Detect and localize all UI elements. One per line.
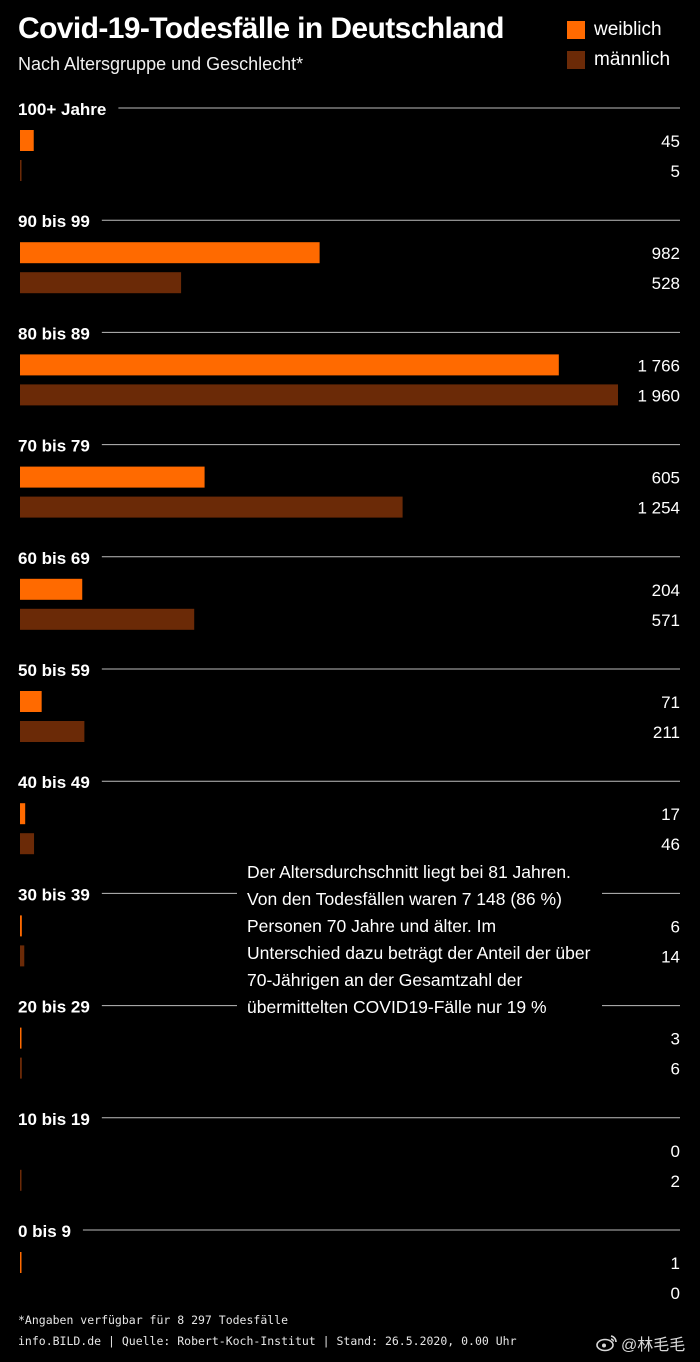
category-label: 0 bis 9 [18, 1222, 71, 1241]
value-label-weiblich: 605 [652, 469, 680, 488]
legend: weiblich männlich [567, 16, 670, 76]
category-label: 10 bis 19 [18, 1110, 90, 1129]
bar-maennlich [20, 945, 25, 967]
value-label-maennlich: 1 960 [637, 386, 680, 405]
legend-swatch-maennlich [567, 51, 585, 69]
value-label-weiblich: 1 766 [637, 356, 680, 375]
bar-weiblich [20, 803, 26, 825]
annotation-note: Der Altersdurchschnitt liegt bei 81 Jahr… [237, 857, 602, 1025]
value-label-weiblich: 3 [671, 1030, 680, 1049]
bar-weiblich [20, 915, 22, 937]
bar-maennlich [20, 496, 403, 518]
bar-maennlich [20, 1057, 22, 1079]
bar-weiblich [20, 466, 205, 488]
category-label: 90 bis 99 [18, 212, 90, 231]
bar-maennlich [20, 608, 195, 630]
bar-weiblich [20, 130, 34, 151]
legend-item-maennlich: männlich [567, 46, 670, 74]
legend-label-weiblich: weiblich [594, 19, 662, 40]
value-label-weiblich: 17 [661, 805, 680, 824]
value-label-maennlich: 528 [652, 274, 680, 293]
legend-item-weiblich: weiblich [567, 16, 670, 44]
bar-weiblich [20, 354, 559, 376]
category-label: 40 bis 49 [18, 773, 90, 792]
bar-maennlich [20, 721, 85, 742]
watermark-text: @林毛毛 [621, 1337, 686, 1354]
category-label: 70 bis 79 [18, 437, 90, 456]
category-label: 80 bis 89 [18, 324, 90, 343]
value-label-maennlich: 0 [671, 1284, 680, 1303]
value-label-maennlich: 211 [653, 723, 680, 742]
footnote: *Angaben verfügbar für 8 297 Todesfälle [18, 1313, 289, 1327]
value-label-weiblich: 71 [661, 693, 680, 712]
category-label: 30 bis 39 [18, 885, 90, 904]
chart-title: Covid-19-Todesfälle in Deutschland [18, 12, 504, 45]
watermark: @林毛毛 [596, 1331, 685, 1355]
bar-weiblich [20, 691, 42, 712]
value-label-maennlich: 571 [652, 611, 680, 630]
bar-weiblich [20, 242, 320, 264]
value-label-weiblich: 982 [652, 244, 680, 263]
value-label-weiblich: 6 [671, 917, 680, 936]
category-label: 60 bis 69 [18, 549, 90, 568]
value-label-maennlich: 2 [671, 1172, 680, 1191]
value-label-weiblich: 204 [652, 581, 680, 600]
value-label-maennlich: 6 [671, 1060, 680, 1079]
category-label: 100+ Jahre [18, 100, 106, 119]
bar-chart: 100+ Jahre 45 5 90 bis 99 982 528 80 bis 89 1 7… [18, 100, 680, 1303]
bar-maennlich [20, 272, 182, 294]
chart-subtitle: Nach Altersgruppe und Geschlecht* [18, 54, 304, 74]
bar-maennlich [20, 160, 22, 181]
value-label-maennlich: 46 [661, 835, 680, 854]
bar-maennlich [20, 384, 618, 406]
bar-maennlich [20, 1169, 22, 1191]
value-label-weiblich: 0 [671, 1142, 680, 1161]
bar-weiblich [20, 1027, 22, 1049]
legend-swatch-weiblich [567, 21, 585, 39]
source-credit: info.BILD.de | Quelle: Robert-Koch-Insti… [18, 1334, 517, 1348]
value-label-weiblich: 45 [661, 132, 680, 151]
legend-label-maennlich: männlich [594, 49, 671, 70]
category-label: 50 bis 59 [18, 661, 90, 680]
value-label-maennlich: 1 254 [637, 499, 680, 518]
bar-weiblich [20, 578, 83, 600]
weibo-icon [596, 1335, 617, 1352]
bar-maennlich [20, 833, 35, 855]
value-label-maennlich: 5 [671, 162, 680, 181]
value-label-maennlich: 14 [661, 947, 680, 966]
value-label-weiblich: 1 [671, 1254, 680, 1273]
category-label: 20 bis 29 [18, 998, 90, 1017]
bar-weiblich [20, 1252, 22, 1273]
